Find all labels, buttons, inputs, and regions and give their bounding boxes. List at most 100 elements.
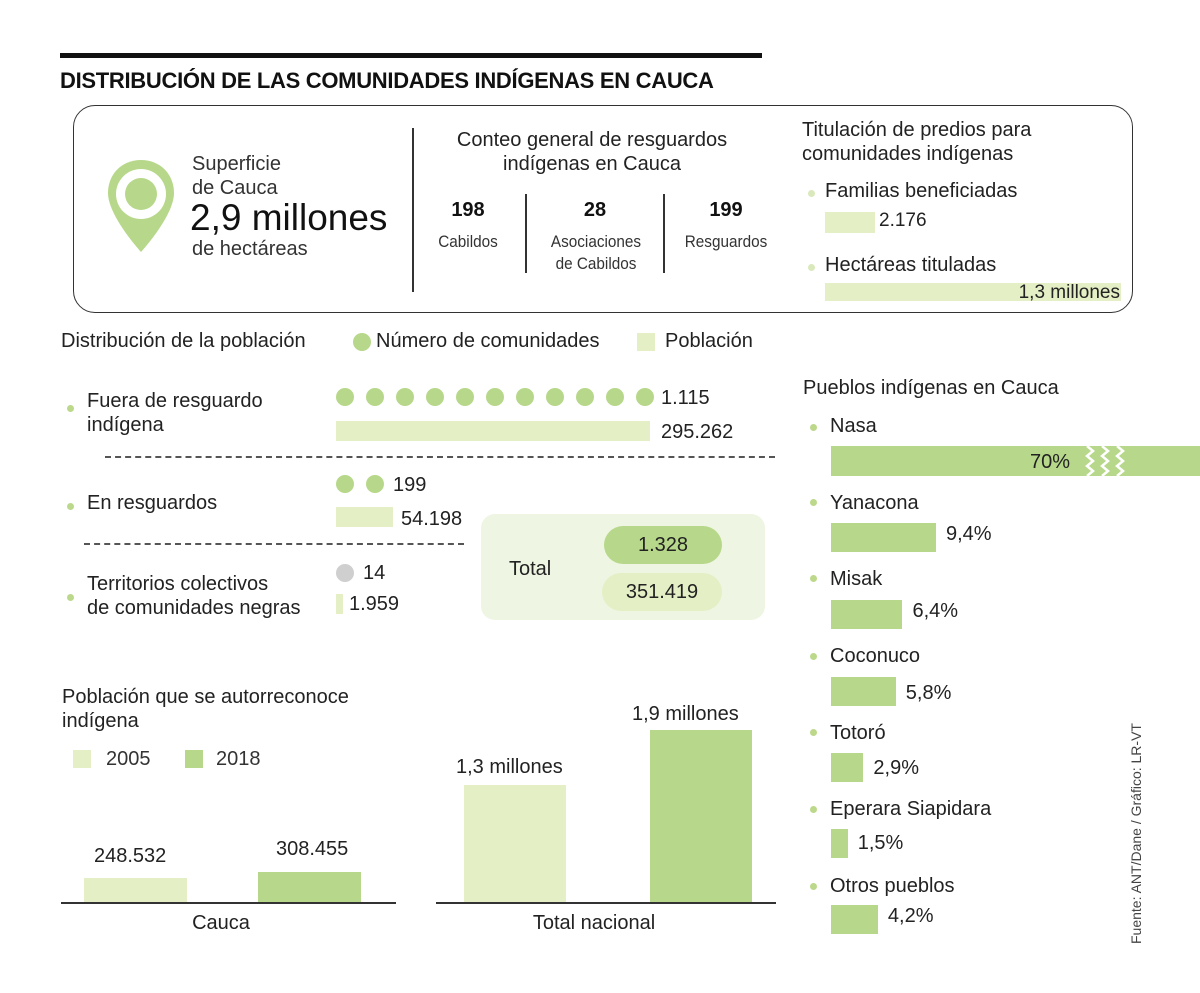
row-territorios-label: Territorios colectivos de comunidades ne… — [87, 572, 300, 620]
legend-population-label: Población — [665, 330, 753, 352]
pueblo-value: 2,9% — [873, 757, 919, 779]
row-fuera-label: Fuera de resguardo indígena — [87, 389, 263, 437]
familias-bar — [825, 212, 875, 233]
pueblo-label: Otros pueblos — [830, 875, 955, 897]
bullet-icon — [808, 264, 815, 271]
community-dot — [546, 388, 564, 406]
bullet-icon — [810, 653, 817, 660]
conteo-title-line1: Conteo general de resguardos — [456, 129, 728, 151]
legend-communities-label: Número de comunidades — [376, 330, 600, 352]
row-fuera-population: 295.262 — [661, 421, 734, 443]
cabildos-label-line1: Cabildos — [438, 232, 498, 251]
community-dot — [336, 388, 354, 406]
pueblo-value: 5,8% — [905, 682, 952, 704]
divider — [84, 543, 464, 545]
bullet-icon — [810, 883, 817, 890]
row-resguardos-label: En resguardos — [87, 492, 218, 514]
bullet-icon — [810, 499, 817, 506]
bullet-icon — [67, 503, 74, 510]
cabildos-label: Cabildos — [425, 231, 511, 253]
superficie-label: Superficie de Cauca — [192, 152, 281, 200]
familias-value: 2.176 — [879, 210, 927, 231]
familias-label: Familias beneficiadas — [825, 180, 1018, 202]
community-dot — [396, 388, 414, 406]
row-territorios-label-line1: Territorios colectivos — [87, 573, 269, 595]
legend-2018-swatch — [185, 750, 203, 768]
x-axis — [61, 902, 396, 904]
row-resguardos-communities: 199 — [393, 474, 427, 496]
community-dot — [366, 388, 384, 406]
asociaciones-count: 28 — [583, 199, 607, 221]
legend-2018-label: 2018 — [216, 748, 261, 770]
row-territorios-population: 1.959 — [349, 593, 400, 615]
titulacion-title-line1: Titulación de predios para — [802, 119, 1032, 141]
bullet-icon — [67, 405, 74, 412]
pueblo-label: Misak — [830, 568, 883, 590]
pueblo-value: 70% — [1030, 451, 1071, 473]
divider — [525, 194, 527, 273]
conteo-title-line2: indígenas en Cauca — [503, 153, 681, 175]
pueblo-bar-nasa — [831, 446, 1200, 476]
autorreconoce-title: Población que se autorreconoce indígena — [62, 685, 349, 733]
location-pin-icon — [106, 158, 176, 254]
total-population-pill: 351.419 — [602, 573, 722, 611]
hectareas-bar — [825, 283, 1121, 301]
titulacion-title-line2: comunidades indígenas — [802, 143, 1014, 165]
pueblo-value: 9,4% — [945, 523, 992, 545]
asociaciones-label: Asociaciones de Cabildos — [546, 231, 647, 275]
community-dot — [486, 388, 504, 406]
cauca-2005-value: 248.532 — [94, 845, 167, 867]
community-dot — [336, 564, 354, 582]
bullet-icon — [810, 575, 817, 582]
bullet-icon — [810, 424, 817, 431]
divider — [105, 456, 775, 458]
nacional-2005-value: 1,3 millones — [456, 756, 563, 778]
nacional-2018-bar — [650, 730, 752, 903]
summary-box — [73, 105, 1133, 313]
community-dot — [366, 475, 384, 493]
hectareas-label: Hectáreas tituladas — [825, 254, 997, 276]
bullet-icon — [810, 729, 817, 736]
titulacion-title: Titulación de predios para comunidades i… — [802, 118, 1031, 166]
divider — [663, 194, 665, 273]
total-communities-pill: 1.328 — [604, 526, 722, 564]
cauca-2005-bar — [84, 878, 187, 903]
conteo-title: Conteo general de resguardos indígenas e… — [418, 128, 766, 176]
row-fuera-population-bar — [336, 421, 650, 441]
community-dot — [636, 388, 654, 406]
community-dot — [516, 388, 534, 406]
pueblo-label: Eperara Siapidara — [830, 798, 992, 820]
total-label: Total — [509, 558, 552, 580]
distribucion-title: Distribución de la población — [61, 330, 306, 352]
legend-communities-swatch — [353, 333, 371, 351]
cauca-2018-bar — [258, 872, 361, 903]
row-resguardos-population-bar — [336, 507, 393, 527]
superficie-unit: de hectáreas — [192, 238, 308, 260]
resguardos-label: Resguardos — [681, 231, 771, 253]
legend-2005-swatch — [73, 750, 91, 768]
x-axis — [436, 902, 776, 904]
pueblo-bar-yanacona — [831, 523, 936, 552]
nacional-2005-bar — [464, 784, 566, 903]
community-dot — [606, 388, 624, 406]
superficie-value: 2,9 millones — [190, 197, 388, 238]
bullet-icon — [810, 806, 817, 813]
row-fuera-label-line2: indígena — [87, 414, 164, 436]
community-dot — [576, 388, 594, 406]
pueblo-value: 6,4% — [912, 600, 959, 622]
superficie-label-line2: de Cauca — [192, 177, 278, 199]
legend-2005-label: 2005 — [106, 748, 151, 770]
bullet-icon — [67, 594, 74, 601]
pueblo-label: Nasa — [830, 415, 877, 437]
divider — [412, 128, 414, 292]
cauca-2018-value: 308.455 — [276, 838, 349, 860]
asociaciones-label-line2: de Cabildos — [555, 254, 637, 273]
resguardos-label-line1: Resguardos — [684, 232, 768, 251]
community-dot — [336, 475, 354, 493]
pueblo-value: 4,2% — [887, 905, 934, 927]
row-territorios-population-bar — [336, 594, 343, 614]
pueblo-bar-totoro — [831, 753, 864, 782]
pueblo-bar-misak — [831, 600, 903, 629]
pueblo-bar-otros — [831, 905, 878, 934]
title-rule — [60, 53, 762, 58]
